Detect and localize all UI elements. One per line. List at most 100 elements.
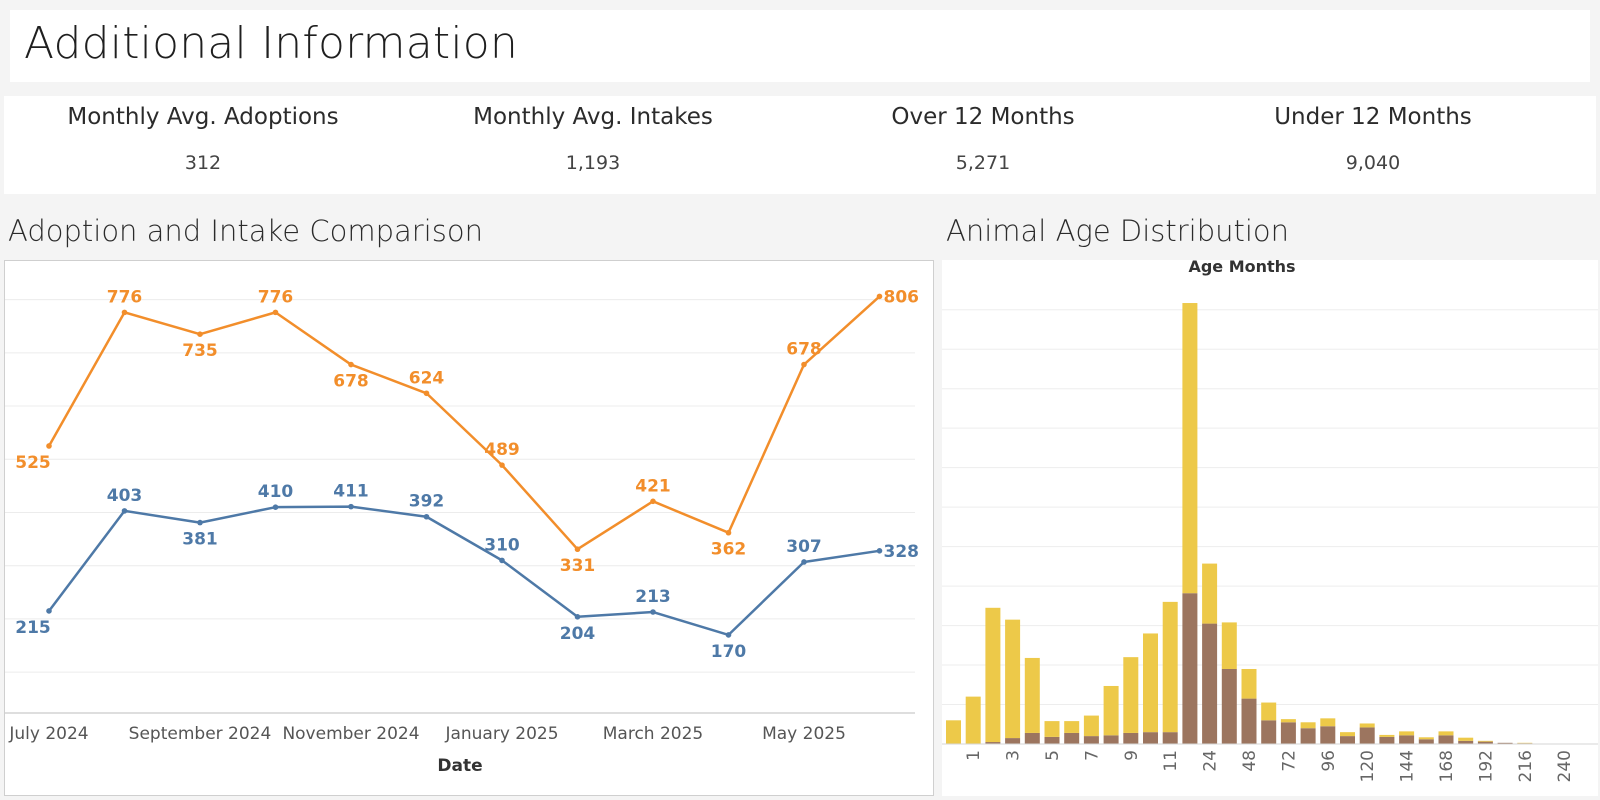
- data-label: 410: [258, 482, 294, 502]
- bar-segment-dark: [1477, 741, 1493, 744]
- bar-segment-light: [1261, 702, 1277, 721]
- x-tick-label: 48: [1240, 750, 1260, 772]
- data-label: 392: [409, 492, 445, 512]
- bar-segment-light: [965, 696, 981, 744]
- bar-segment-light: [1123, 657, 1139, 733]
- bar-segment-dark: [985, 742, 1001, 744]
- data-point: [876, 548, 883, 554]
- data-label: 624: [409, 368, 445, 388]
- data-point: [650, 609, 656, 615]
- bar-segment-dark: [1064, 732, 1080, 744]
- x-tick-label: 5: [1043, 750, 1063, 761]
- bar-segment-light: [1202, 563, 1218, 624]
- bar-segment-dark: [1497, 742, 1513, 744]
- x-tick-label: 9: [1122, 750, 1142, 761]
- data-point: [197, 519, 203, 526]
- bar-segment-light: [1143, 633, 1158, 733]
- bar-segment-dark: [1418, 739, 1434, 744]
- bar-segment-dark: [1438, 735, 1454, 744]
- data-point: [876, 293, 883, 300]
- line-chart-panel: July 2024 September 2024 November 2024 Janu…: [4, 260, 934, 796]
- data-point: [46, 608, 52, 614]
- bar-segment-light: [1458, 737, 1474, 741]
- x-tick-label: September 2024: [129, 724, 272, 744]
- x-tick-label: 72: [1279, 750, 1299, 772]
- bar-segment-dark: [1005, 738, 1021, 744]
- x-tick-label: March 2025: [603, 724, 704, 744]
- x-tick-label: 216: [1516, 750, 1536, 782]
- series-line: [48, 505, 880, 637]
- bar-segment-light: [1340, 732, 1355, 737]
- kpi-label: Over 12 Months: [891, 104, 1075, 130]
- bar-segment-dark: [1379, 736, 1395, 744]
- x-axis-title: Date: [437, 756, 482, 776]
- line-chart-title: Adoption and Intake Comparison: [8, 214, 483, 248]
- data-label: 678: [786, 340, 822, 360]
- kpi-value: 5,271: [955, 152, 1011, 174]
- data-label: 331: [560, 556, 596, 576]
- data-point: [499, 557, 505, 564]
- bar-segment-dark: [1300, 728, 1316, 744]
- kpi-monthly-avg-intakes: Monthly Avg. Intakes 1,193: [394, 96, 792, 194]
- bar-segment-dark: [1182, 593, 1198, 744]
- data-point: [574, 614, 581, 620]
- bar-chart-title: Animal Age Distribution: [946, 214, 1290, 248]
- bar-segment-light: [1418, 737, 1434, 740]
- data-point: [725, 632, 732, 638]
- kpi-monthly-avg-adoptions: Monthly Avg. Adoptions 312: [4, 96, 402, 194]
- data-point: [499, 462, 505, 468]
- bar-segment-light: [1438, 731, 1454, 736]
- bar-segment-dark: [1024, 732, 1040, 744]
- bar-segment-light: [1162, 601, 1178, 733]
- data-point: [272, 309, 279, 316]
- bar-segment-light: [946, 720, 961, 744]
- bar-segment-dark: [1162, 732, 1178, 744]
- bar-segment-dark: [1241, 698, 1257, 744]
- data-point: [650, 498, 656, 505]
- bar-chart-panel: Age Months 1 3 5 7 9 11 24 48 72 96 120 144 168 192 216…: [942, 257, 1598, 796]
- bar-chart-inner-title: Age Months: [1188, 260, 1295, 276]
- x-tick-label: 144: [1398, 750, 1418, 782]
- page-title: Additional Information: [24, 18, 518, 69]
- x-tick-label: 11: [1161, 750, 1181, 772]
- data-label: 170: [711, 642, 747, 662]
- data-point: [121, 309, 128, 316]
- data-label: 362: [711, 540, 747, 560]
- bar-segment-light: [1024, 657, 1040, 733]
- data-label: 307: [786, 537, 822, 557]
- bar-segment-dark: [1083, 736, 1099, 744]
- bar-segment-dark: [1340, 736, 1355, 744]
- bar-segment-light: [1280, 719, 1296, 723]
- bar-segment-light: [1399, 731, 1415, 736]
- data-point: [272, 504, 279, 510]
- data-point: [801, 559, 807, 565]
- x-tick-label: 3: [1004, 750, 1024, 761]
- x-tick-label: January 2025: [444, 724, 558, 744]
- bar-segment-light: [1044, 721, 1060, 737]
- data-point: [423, 390, 430, 397]
- data-label: 215: [15, 618, 51, 638]
- bar-segment-light: [1083, 715, 1099, 737]
- bar-segment-light: [985, 607, 1001, 743]
- data-label: 204: [560, 624, 596, 644]
- bar-segment-dark: [1123, 732, 1139, 744]
- bar-segment-dark: [1143, 732, 1158, 744]
- data-label: 328: [884, 542, 920, 562]
- bar-segment-dark: [1399, 735, 1415, 744]
- data-label: 525: [15, 453, 51, 473]
- bar-segment-light: [1005, 619, 1021, 739]
- x-tick-label: 240: [1555, 750, 1575, 782]
- x-tick-label: 7: [1082, 750, 1102, 761]
- x-tick-label: 24: [1201, 750, 1221, 772]
- kpi-label: Monthly Avg. Intakes: [473, 104, 713, 130]
- bar-segment-light: [1359, 723, 1375, 728]
- kpi-label: Monthly Avg. Adoptions: [67, 104, 339, 130]
- data-point: [46, 443, 52, 449]
- bar-segment-light: [1103, 685, 1119, 736]
- x-tick-label: 1: [964, 750, 984, 761]
- data-point: [801, 361, 807, 368]
- kpi-value: 1,193: [565, 152, 621, 174]
- x-tick-label: 192: [1476, 750, 1496, 782]
- data-label: 381: [182, 530, 218, 550]
- bar-segment-dark: [1221, 668, 1237, 744]
